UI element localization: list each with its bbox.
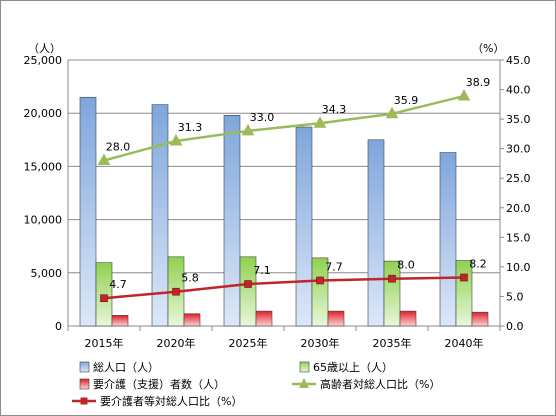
legend-swatch	[79, 361, 90, 373]
bar	[79, 96, 97, 327]
x-tick-label: 2020年	[157, 336, 196, 350]
bar	[311, 257, 329, 327]
bar	[327, 310, 345, 327]
point-marker	[313, 116, 327, 128]
y-right-tick-label: 15.0	[506, 231, 531, 244]
legend-swatch	[299, 361, 310, 373]
x-tick-label: 2040年	[445, 336, 484, 350]
y-left-tick-label: 20,000	[24, 107, 63, 120]
legend: 総人口（人） 65歳以上（人） 要介護（支援）者数（人） 高齢者対総人口比（%） 要介護…	[72, 360, 440, 408]
point-marker	[244, 280, 252, 288]
bar	[367, 139, 385, 327]
legend-label: 高齢者対総人口比（%）	[320, 377, 440, 391]
bar	[255, 310, 273, 327]
y-left-tick-label: 5,000	[31, 267, 63, 280]
gridlines	[68, 59, 500, 327]
axes: 0 5,000 10,000 15,000 20,000 25,000 0.0 5.0 10.0…	[24, 42, 531, 350]
bar	[239, 256, 257, 327]
bars	[79, 96, 489, 327]
legend-label: 要介護（支援）者数（人）	[93, 377, 225, 391]
data-label: 35.9	[394, 94, 419, 107]
data-label: 4.7	[109, 278, 127, 291]
point-marker	[97, 153, 111, 165]
series-line	[103, 276, 465, 300]
data-labels: 28.0 31.3 33.0 34.3 35.9 38.9 4.7 5.8 7.1 7.7 8.0 8…	[106, 76, 491, 291]
y-right-tick-label: 5.0	[506, 290, 524, 303]
data-label: 34.3	[322, 103, 347, 116]
legend-marker	[299, 378, 309, 388]
x-tick-label: 2030年	[301, 336, 340, 350]
point-marker	[457, 89, 471, 101]
y-right-tick-label: 10.0	[506, 261, 531, 274]
bar	[439, 152, 457, 327]
lines	[97, 89, 471, 303]
x-tick-label: 2015年	[85, 336, 124, 350]
point-marker	[460, 273, 468, 282]
point-marker	[385, 106, 399, 119]
legend-label: 総人口（人）	[93, 360, 159, 374]
point-marker	[316, 276, 324, 285]
y-right-tick-label: 40.0	[506, 84, 531, 97]
bar	[383, 260, 401, 327]
bar	[295, 126, 313, 327]
bar	[223, 115, 241, 327]
bar	[111, 315, 129, 327]
series-line	[103, 94, 465, 162]
data-label: 31.3	[178, 121, 203, 134]
data-label: 8.2	[469, 258, 487, 271]
point-marker	[172, 287, 180, 296]
bar	[183, 313, 201, 327]
legend-marker	[80, 397, 88, 405]
y-left-tick-label: 15,000	[24, 160, 63, 173]
data-label: 7.1	[253, 264, 271, 277]
legend-swatch	[79, 378, 90, 390]
x-tick-label: 2035年	[373, 336, 412, 350]
y-right-tick-label: 0.0	[506, 320, 524, 333]
data-label: 38.9	[466, 76, 491, 89]
point-marker	[169, 133, 183, 146]
y-right-tick-label: 20.0	[506, 202, 531, 215]
bar	[95, 262, 113, 327]
y-right-tick-label: 35.0	[506, 113, 531, 126]
y-right-tick-label: 45.0	[506, 54, 531, 67]
bar	[151, 104, 169, 327]
y-left-tick-label: 0	[55, 320, 62, 333]
y-right-tick-label: 25.0	[506, 172, 531, 185]
data-label: 8.0	[397, 259, 415, 272]
y-left-unit-label: （人）	[28, 42, 61, 55]
x-tick-label: 2025年	[229, 336, 268, 350]
y-left-tick-label: 25,000	[24, 54, 63, 67]
legend-label: 65歳以上（人）	[313, 361, 393, 374]
y-right-tick-label: 30.0	[506, 143, 531, 156]
bar	[471, 311, 489, 327]
data-label: 28.0	[106, 140, 131, 153]
data-label: 7.7	[325, 260, 343, 273]
y-left-tick-label: 10,000	[24, 214, 63, 227]
data-label: 5.8	[181, 272, 199, 285]
legend-label: 要介護者等対総人口比（%）	[100, 394, 242, 408]
data-label: 33.0	[250, 111, 275, 124]
y-right-unit-label: （%）	[472, 42, 504, 55]
point-marker	[388, 274, 396, 283]
bar	[399, 310, 417, 327]
point-marker	[100, 294, 108, 303]
point-marker	[241, 123, 255, 136]
